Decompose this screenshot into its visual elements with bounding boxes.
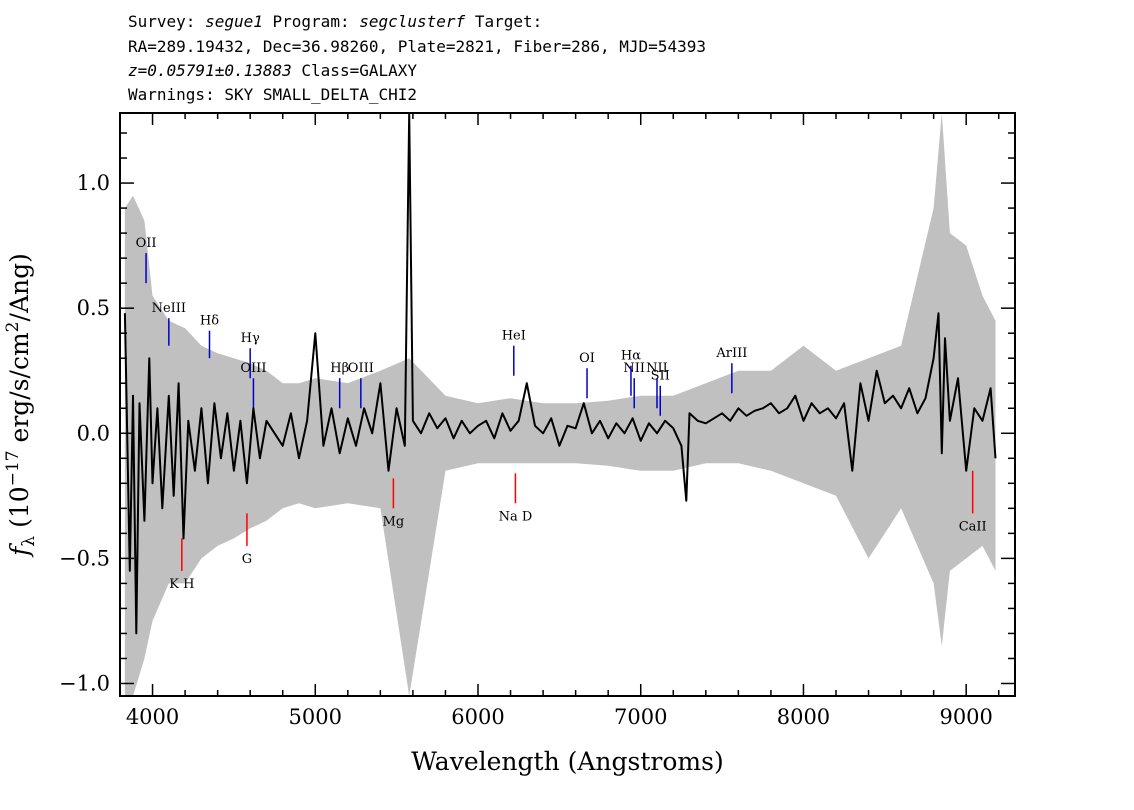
emission-label: OI: [579, 351, 595, 366]
emission-label: OIII: [240, 361, 266, 376]
absorption-label: G: [242, 552, 252, 567]
y-tick-label: 0.0: [77, 421, 110, 445]
emission-label: NII: [646, 361, 668, 376]
x-tick-label: 7000: [614, 705, 667, 729]
emission-label: Hβ: [330, 361, 349, 376]
emission-label: HeI: [502, 329, 526, 344]
absorption-label: Na D: [499, 509, 533, 524]
y-tick-label: 1.0: [77, 171, 110, 195]
emission-label: OIII: [348, 361, 374, 376]
emission-label: Hγ: [241, 331, 260, 346]
emission-label: SII: [651, 369, 670, 384]
program-label: Program:: [272, 12, 350, 31]
emission-label: OII: [136, 236, 157, 251]
axis-layer: 4000 5000 6000 7000 8000 9000 −1.0 −0.5 0.0 0.5 1.…: [3, 113, 1015, 776]
emission-label: Hδ: [200, 314, 219, 329]
x-tick-label: 6000: [451, 705, 504, 729]
header-line-1: Survey: segue1 Program: segclusterf Targ…: [128, 12, 542, 32]
target-label: Target:: [474, 12, 543, 31]
program-value: segclusterf: [359, 12, 466, 31]
flux-layer: [123, 112, 997, 635]
plot-frame: [119, 112, 1016, 697]
emission-label: NII: [623, 361, 645, 376]
absorption-label: CaII: [959, 519, 987, 534]
header-line-3: z=0.05791±0.13883 Class=GALAXY: [128, 61, 417, 81]
x-tick-label: 8000: [777, 705, 830, 729]
error-band-layer: [124, 113, 996, 696]
x-tick-label: 4000: [126, 705, 179, 729]
header-line-4: Warnings: SKY SMALL_DELTA_CHI2: [128, 85, 417, 104]
x-tick-label: 5000: [289, 705, 342, 729]
y-axis-label: fλ (10−17 erg/s/cm2/Ang): [3, 253, 39, 558]
emission-label: NeIII: [152, 301, 186, 316]
absorption-label: Mg: [383, 514, 405, 529]
survey-label: Survey:: [128, 12, 196, 31]
y-tick-label: −1.0: [59, 671, 110, 695]
error-band: [124, 113, 996, 696]
emission-label: ArIII: [715, 346, 747, 361]
flux-line: [123, 112, 997, 635]
y-tick-label: 0.5: [77, 296, 110, 320]
header-line-2: RA=289.19432, Dec=36.98260, Plate=2821, …: [128, 37, 706, 56]
y-tick-label: −0.5: [59, 546, 110, 570]
absorption-label: K H: [169, 577, 194, 592]
redshift-value: z=0.05791±0.13883: [128, 61, 292, 80]
emission-label: Hα: [621, 349, 641, 364]
class-value: Class=GALAXY: [301, 61, 417, 80]
x-axis-label: Wavelength (Angstroms): [411, 747, 723, 776]
x-tick-label: 9000: [939, 705, 992, 729]
survey-value: segue1: [205, 12, 263, 31]
